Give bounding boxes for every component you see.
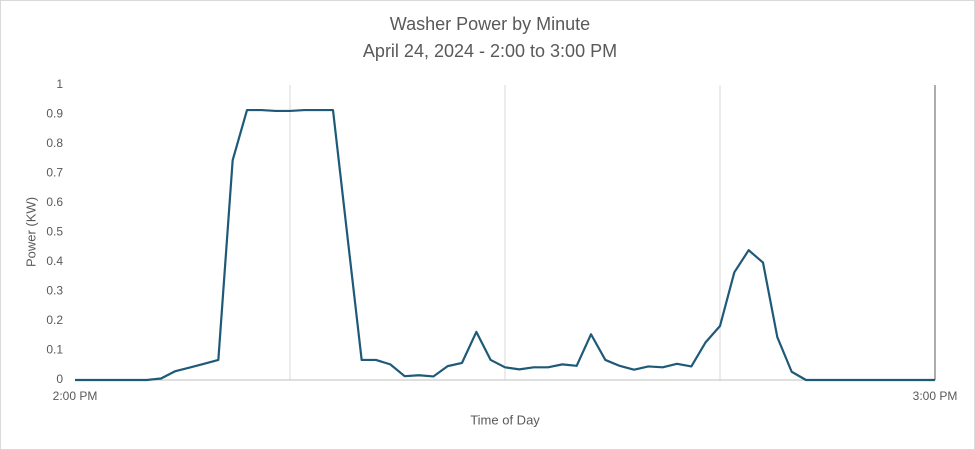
chart-title: Washer Power by Minute xyxy=(390,14,590,34)
chart-subtitle: April 24, 2024 - 2:00 to 3:00 PM xyxy=(363,41,617,61)
y-tick-label: 1 xyxy=(56,77,63,91)
y-tick-label: 0.7 xyxy=(46,166,63,180)
y-tick-label: 0.4 xyxy=(46,254,63,268)
y-tick-label: 0 xyxy=(56,372,63,386)
x-axis-title: Time of Day xyxy=(470,412,540,427)
x-tick-label: 3:00 PM xyxy=(913,389,958,403)
y-tick-label: 0.2 xyxy=(46,313,63,327)
y-tick-label: 0.1 xyxy=(46,343,63,357)
y-tick-label: 0.6 xyxy=(46,195,63,209)
y-tick-label: 0.9 xyxy=(46,107,63,121)
data-line xyxy=(75,108,935,382)
y-tick-label: 0.3 xyxy=(46,284,63,298)
y-tick-label: 0.8 xyxy=(46,136,63,150)
x-tick-label: 2:00 PM xyxy=(53,389,98,403)
y-axis-title: Power (KW) xyxy=(23,197,38,267)
y-tick-label: 0.5 xyxy=(46,225,63,239)
